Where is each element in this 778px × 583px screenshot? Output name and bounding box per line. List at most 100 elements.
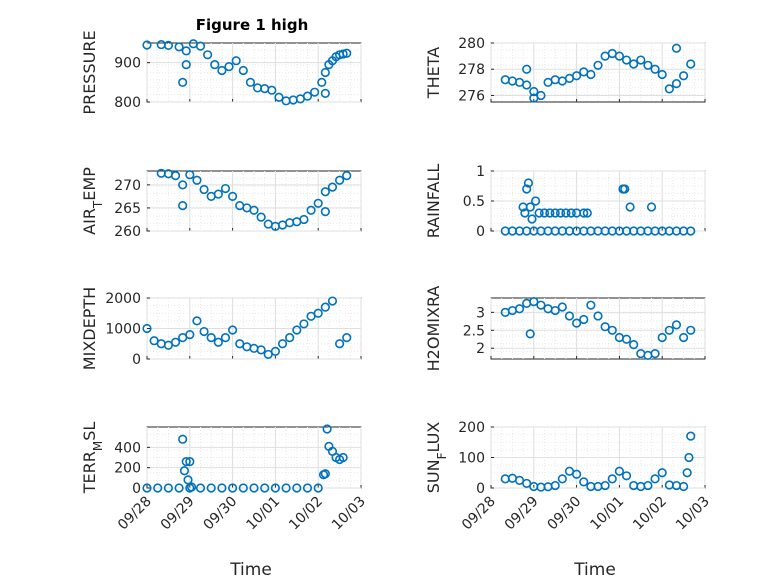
- data-point: [650, 64, 660, 74]
- y-axis-label: H2OMIXRA: [424, 286, 443, 372]
- x-tick-label: 09/28: [115, 494, 155, 534]
- data-point: [678, 332, 689, 343]
- data-point: [566, 208, 576, 218]
- data-point: [306, 205, 316, 215]
- data-point: [582, 208, 592, 218]
- data-point: [514, 304, 525, 314]
- data-point: [220, 333, 231, 343]
- data-point: [586, 300, 596, 310]
- data-point: [181, 456, 191, 467]
- data-point: [186, 482, 197, 492]
- data-point: [338, 49, 348, 59]
- y-tick-label: 2000: [105, 291, 141, 307]
- data-point: [686, 325, 696, 335]
- data-point: [579, 208, 589, 218]
- y-tick-label: 900: [114, 56, 141, 72]
- data-point: [561, 208, 571, 218]
- data-point: [600, 480, 610, 491]
- data-point: [142, 323, 152, 334]
- y-tick-label: 260: [114, 224, 141, 240]
- y-axis-label: SUNFLUX: [424, 422, 449, 494]
- data-point: [322, 424, 332, 434]
- data-point: [534, 208, 544, 218]
- data-point: [206, 333, 216, 343]
- data-point: [179, 466, 190, 476]
- data-point: [621, 334, 632, 344]
- data-point: [643, 480, 653, 491]
- y-tick-label: 276: [458, 88, 485, 104]
- data-point: [545, 208, 555, 218]
- data-point: [274, 92, 284, 102]
- data-point: [629, 340, 639, 350]
- data-point: [539, 208, 550, 218]
- x-tick-label: 10/01: [587, 494, 627, 534]
- data-point: [213, 189, 223, 199]
- h2omixra-panel: 2 2.5 3 H2OMIXRA: [424, 286, 706, 372]
- data-point: [664, 325, 674, 335]
- data-point: [682, 468, 692, 478]
- x-tick-label: 10/02: [630, 494, 670, 534]
- data-point: [650, 474, 660, 484]
- data-point: [178, 434, 188, 444]
- data-point: [178, 201, 188, 211]
- x-tick-label: 10/03: [329, 494, 369, 534]
- y-tick-label: 200: [458, 420, 485, 436]
- data-point: [529, 86, 539, 97]
- data-point: [646, 202, 657, 212]
- y-tick-label: 265: [114, 201, 141, 217]
- data-point: [181, 60, 191, 70]
- data-point: [536, 300, 546, 310]
- data-point: [199, 184, 209, 195]
- x-tick-label: 09/30: [545, 494, 585, 534]
- data-point: [178, 77, 188, 87]
- data-point: [299, 319, 309, 329]
- y-tick-label: 100: [458, 451, 485, 467]
- data-point: [256, 345, 266, 355]
- data-point: [614, 466, 625, 476]
- data-point: [621, 471, 632, 481]
- air-temp-panel: 260 265 270 AIRTEMP: [80, 167, 362, 240]
- data-point: [299, 214, 309, 225]
- y-tick-label: 0: [132, 481, 141, 497]
- data-point: [199, 326, 209, 337]
- data-point: [571, 71, 582, 81]
- data-point: [621, 55, 632, 65]
- data-point: [686, 59, 696, 69]
- data-point: [178, 180, 188, 190]
- y-tick-label: 400: [114, 440, 141, 456]
- data-point: [342, 171, 352, 181]
- data-point: [220, 183, 231, 194]
- data-point: [320, 67, 330, 78]
- data-point: [557, 474, 567, 484]
- data-point: [195, 483, 206, 493]
- data-point: [629, 59, 639, 69]
- data-point: [317, 77, 327, 87]
- data-point: [320, 207, 330, 217]
- y-tick-label: 0: [476, 481, 485, 497]
- data-point: [671, 79, 682, 89]
- y-tick-label: 0: [476, 224, 485, 240]
- data-point: [335, 175, 345, 185]
- data-point: [529, 296, 539, 307]
- data-point: [593, 311, 603, 321]
- data-point: [607, 474, 617, 484]
- data-point: [163, 483, 173, 493]
- data-point: [292, 325, 302, 335]
- data-point: [185, 330, 195, 340]
- data-point: [302, 483, 313, 493]
- data-point: [174, 483, 184, 493]
- data-point: [203, 50, 213, 60]
- data-point: [643, 60, 653, 70]
- data-point: [555, 208, 566, 218]
- data-point: [285, 333, 295, 343]
- y-axis-label: RAINFALL: [424, 164, 443, 239]
- data-point: [238, 65, 248, 76]
- y-tick-label: 2: [476, 341, 485, 357]
- data-point: [231, 56, 241, 66]
- y-axis-label: MIXDEPTH: [80, 287, 99, 370]
- data-point: [520, 208, 530, 218]
- x-axis-label-right: Time: [573, 560, 616, 580]
- y-tick-label: 270: [114, 178, 141, 194]
- data-point: [292, 483, 302, 493]
- data-point: [523, 178, 534, 188]
